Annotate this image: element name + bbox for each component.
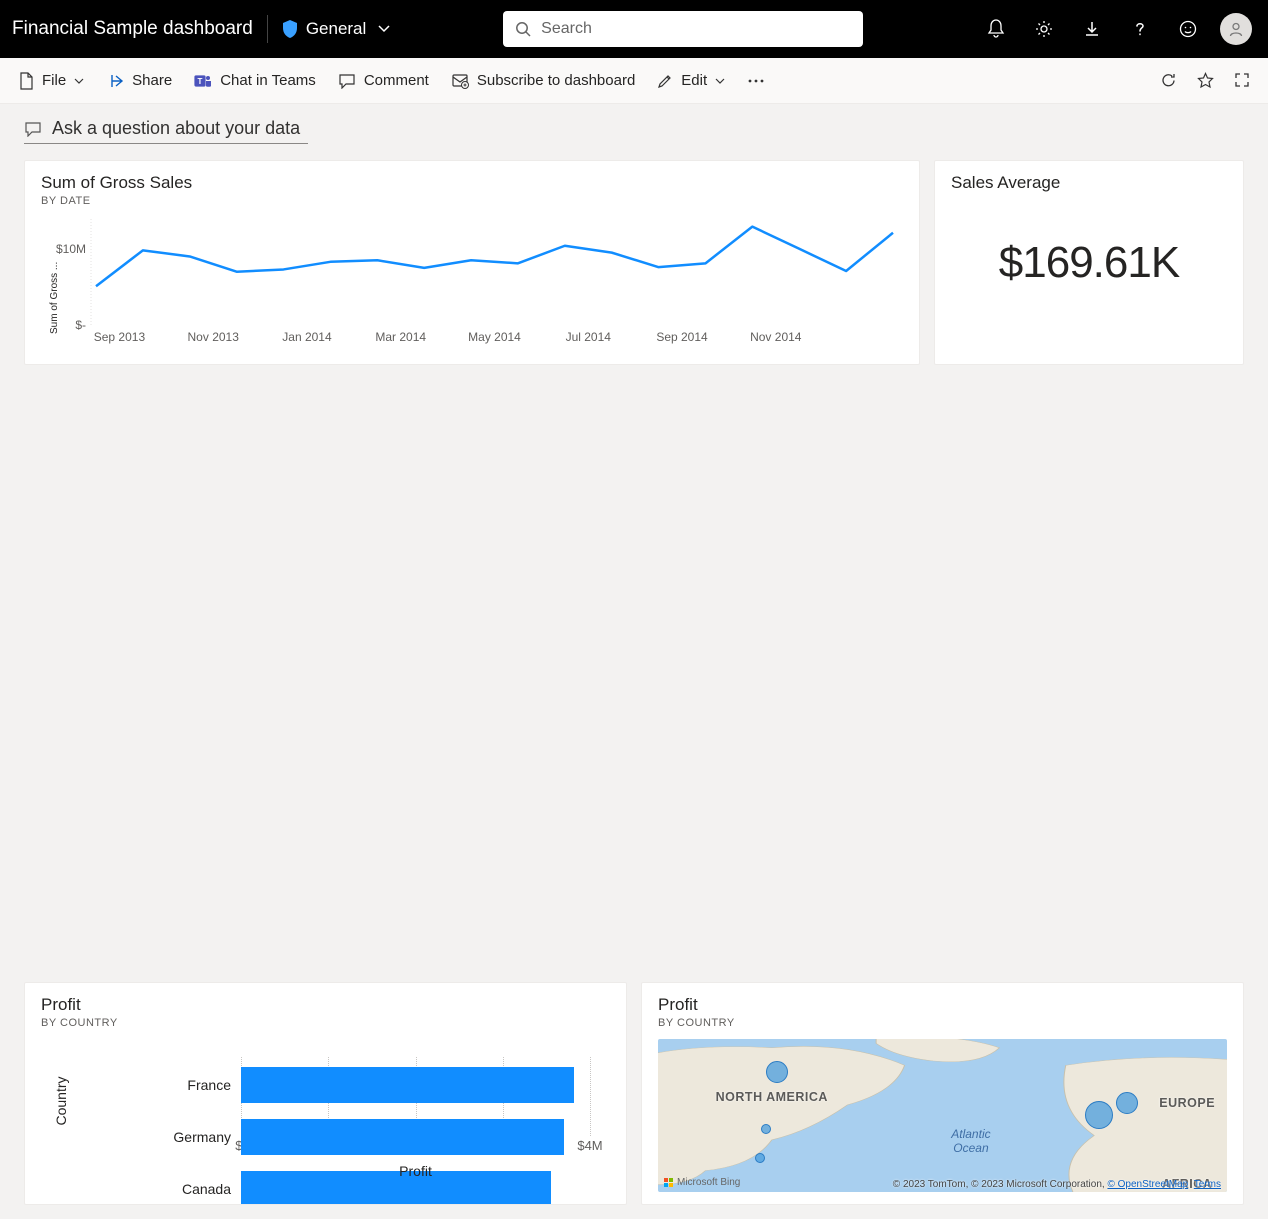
subscribe-label: Subscribe to dashboard — [477, 72, 635, 89]
comment-icon — [24, 121, 42, 137]
tile-subtitle: BY DATE — [41, 195, 903, 207]
tile-subtitle: BY COUNTRY — [658, 1017, 1227, 1029]
osm-link[interactable]: © OpenStreetMap — [1107, 1179, 1188, 1190]
account-button[interactable] — [1216, 9, 1256, 49]
search-box[interactable] — [503, 11, 863, 47]
qna-input[interactable]: Ask a question about your data — [24, 116, 308, 144]
command-bar: File Share T Chat in Teams Comment Subsc… — [0, 58, 1268, 104]
bar-category-label: Canada — [51, 1181, 241, 1197]
bing-logo: Microsoft Bing — [664, 1177, 740, 1188]
bar-category-label: Germany — [51, 1129, 241, 1145]
x-tick-label: Nov 2014 — [750, 330, 801, 344]
file-label: File — [42, 72, 66, 89]
avatar-icon — [1220, 13, 1252, 45]
map-bubble — [761, 1124, 771, 1134]
file-menu[interactable]: File — [18, 72, 84, 90]
x-tick-label: Mar 2014 — [375, 330, 426, 344]
separator — [267, 15, 268, 43]
subscribe-button[interactable]: Subscribe to dashboard — [451, 72, 635, 89]
edit-label: Edit — [681, 72, 707, 89]
toolbar-right — [1160, 72, 1250, 89]
notifications-button[interactable] — [976, 9, 1016, 49]
bar-category-label: France — [51, 1077, 241, 1093]
share-label: Share — [132, 72, 172, 89]
more-options-button[interactable] — [747, 79, 765, 83]
x-tick-label: Nov 2013 — [188, 330, 239, 344]
x-tick-label: Jan 2014 — [282, 330, 331, 344]
map-bubble — [766, 1061, 788, 1083]
map-bubble — [755, 1153, 765, 1163]
tile-gross-sales-line[interactable]: Sum of Gross Sales BY DATE Sum of Gross … — [24, 160, 920, 365]
tile-sales-average-kpi[interactable]: Sales Average $169.61K — [934, 160, 1244, 365]
tile-profit-map[interactable]: Profit BY COUNTRY NORTH AMERICAEUROPEAFR… — [641, 982, 1244, 1206]
search-input[interactable] — [541, 20, 851, 38]
sensitivity-label: General — [306, 19, 366, 39]
top-nav: Financial Sample dashboard General — [0, 0, 1268, 58]
top-icon-group — [976, 9, 1256, 49]
map-continent-label: EUROPE — [1159, 1096, 1215, 1110]
bar-rect — [241, 1171, 551, 1206]
chevron-down-icon — [378, 25, 390, 33]
help-button[interactable] — [1120, 9, 1160, 49]
x-tick-label: Jul 2014 — [566, 330, 611, 344]
bar-row: Canada — [51, 1171, 600, 1206]
tile-title: Sum of Gross Sales — [41, 173, 903, 193]
map-svg — [658, 1039, 1227, 1193]
tile-subtitle: BY COUNTRY — [41, 1017, 610, 1029]
download-button[interactable] — [1072, 9, 1112, 49]
map-ocean-label: AtlanticOcean — [951, 1127, 990, 1155]
map-body: NORTH AMERICAEUROPEAFRICAAtlanticOceanMi… — [658, 1029, 1227, 1193]
search-wrap — [404, 11, 962, 47]
bar-chart-body: $-$1M$2M$3M$4MFranceGermanyCanadaUnited … — [41, 1029, 610, 1193]
settings-button[interactable] — [1024, 9, 1064, 49]
y-tick-label: $10M — [41, 242, 86, 256]
share-button[interactable]: Share — [106, 72, 172, 89]
x-tick-label: May 2014 — [468, 330, 521, 344]
terms-link[interactable]: Terms — [1194, 1179, 1221, 1190]
kpi-value: $169.61K — [951, 238, 1227, 288]
dash-row-1: Sum of Gross Sales BY DATE Sum of Gross … — [0, 150, 1268, 804]
bar-row: Germany — [51, 1119, 600, 1155]
tile-title: Profit — [41, 995, 610, 1015]
chevron-down-icon — [715, 78, 725, 84]
bar-rect — [241, 1119, 564, 1155]
map-bubble — [1085, 1101, 1113, 1129]
comment-label: Comment — [364, 72, 429, 89]
x-tick-label: Sep 2013 — [94, 330, 145, 344]
chat-teams-button[interactable]: T Chat in Teams — [194, 72, 316, 89]
feedback-button[interactable] — [1168, 9, 1208, 49]
map-continent-label: NORTH AMERICA — [716, 1090, 828, 1104]
x-tick-label: Sep 2014 — [656, 330, 707, 344]
y-axis-label: Country — [53, 1076, 69, 1125]
fullscreen-button[interactable] — [1234, 72, 1250, 89]
sensitivity-dropdown[interactable]: General — [282, 19, 390, 39]
comment-button[interactable]: Comment — [338, 72, 429, 89]
search-icon — [515, 21, 531, 37]
tile-title: Profit — [658, 995, 1227, 1015]
dash-row-2: Profit BY COUNTRY $-$1M$2M$3M$4MFranceGe… — [0, 804, 1268, 1219]
svg-text:T: T — [198, 77, 203, 86]
shield-icon — [282, 20, 298, 38]
tile-profit-bar[interactable]: Profit BY COUNTRY $-$1M$2M$3M$4MFranceGe… — [24, 982, 627, 1206]
refresh-button[interactable] — [1160, 72, 1177, 89]
dashboard-title: Financial Sample dashboard — [12, 18, 253, 40]
tile-title: Sales Average — [951, 173, 1227, 193]
x-axis-label: Profit — [399, 1163, 432, 1179]
qna-prompt: Ask a question about your data — [52, 118, 300, 139]
chevron-down-icon — [74, 78, 84, 84]
map-bubble — [1116, 1092, 1138, 1114]
y-tick-label: $- — [41, 318, 86, 332]
favorite-button[interactable] — [1197, 72, 1214, 89]
chat-label: Chat in Teams — [220, 72, 316, 89]
line-chart-body: Sum of Gross ...$-$10MSep 2013Nov 2013Ja… — [41, 207, 903, 352]
qna-row: Ask a question about your data — [0, 104, 1268, 150]
bar-row: France — [51, 1067, 600, 1103]
edit-menu[interactable]: Edit — [657, 72, 725, 89]
bar-rect — [241, 1067, 574, 1103]
map-attribution: © 2023 TomTom, © 2023 Microsoft Corporat… — [893, 1179, 1221, 1190]
